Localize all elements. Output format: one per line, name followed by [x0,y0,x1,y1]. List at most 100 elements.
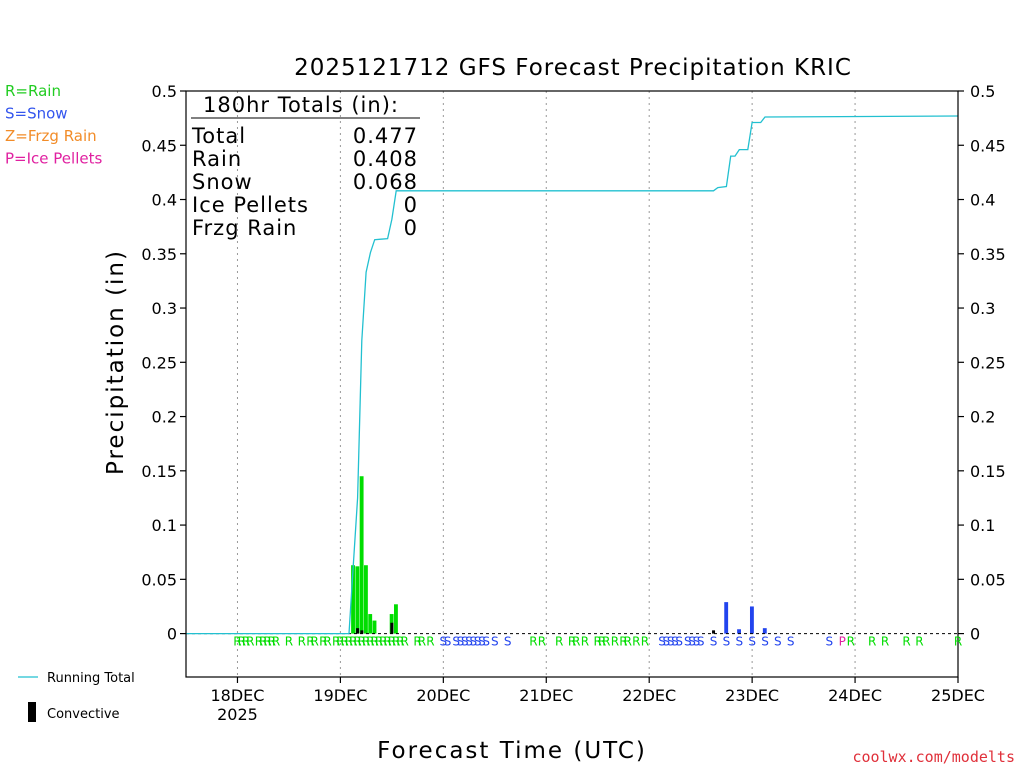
y-tick-label-right: 0.1 [970,516,995,535]
ptype-snow: S [787,635,795,649]
convective-legend-label: Convective [47,707,120,722]
ptype-snow: S [465,635,473,649]
y-tick-label: 0.3 [152,299,177,318]
ptype-rain: R [323,635,331,649]
ptype-rain: R [954,635,962,649]
rain-bar [359,476,364,634]
x-tick-label: 24DEC [828,686,882,705]
y-axis-right: 0.5 0.45 0.4 0.35 0.3 0.25 0.2 0.15 0.1 0.05 0 [958,82,1006,644]
ptype-rain: R [332,635,340,649]
convective-bar [360,630,364,634]
ptype-rain: R [362,635,370,649]
ptype-snow: S [452,635,460,649]
totals-box: 180hr Totals (in): Total 0.477 Rain 0.408 Sno… [191,93,420,240]
ptype-snow: S [457,635,465,649]
y-tick-label-right: 0.35 [970,245,1006,264]
ptype-rain: R [392,635,400,649]
totals-row-value: 0 [404,216,418,240]
y-tick-label: 0.45 [141,136,177,155]
ptype-snow: S [482,635,490,649]
rain-bar [351,565,355,634]
x-tick-label: 19DEC [313,686,367,705]
ptype-snow: S [478,635,486,649]
ptype-rain: R [246,635,254,649]
ptype-rain: R [358,635,366,649]
ptype-rain: R [538,635,546,649]
ptype-rain: R [336,635,344,649]
totals-row-value: 0.477 [353,124,418,148]
convective-bar [356,628,360,634]
ptype-rain: R [298,635,306,649]
ptype-rain: R [641,635,649,649]
y-tick-label-right: 0.25 [970,353,1006,372]
ptype-ice-pellets: P [839,635,846,649]
ptype-rain: R [319,635,327,649]
ptype-snow: S [748,635,756,649]
totals-header: 180hr Totals (in): [203,93,399,117]
ptype-snow: S [444,635,452,649]
y-tick-label: 0.5 [152,82,177,101]
series-legend: Running Total Convective [18,671,135,722]
ptype-snow: S [675,635,683,649]
ptype-rain: R [379,635,387,649]
ptype-rain: R [383,635,391,649]
x-tick-label: 20DEC [416,686,470,705]
y-tick-label-right: 0 [970,625,980,644]
rain-bar [394,604,398,634]
ptype-rain: R [413,635,421,649]
ptype-rain: R [581,635,589,649]
y-tick-label: 0.35 [141,245,177,264]
y-tick-label: 0 [167,625,177,644]
convective-bar [390,622,394,634]
y-tick-label: 0.05 [141,570,177,589]
ptype-snow: S [826,635,834,649]
ptype-rain: R [255,635,263,649]
ptype-rain: R [868,635,876,649]
y-tick-label-right: 0.2 [970,408,995,427]
snow-bar [762,628,767,634]
ptype-rain: R [353,635,361,649]
ptype-rain: R [847,635,855,649]
grid-lines [236,91,856,677]
convective-bar [712,630,716,634]
x-tick-label: 25DEC [931,686,985,705]
ptype-rain: R [555,635,563,649]
snow-bar [737,629,741,634]
ptype-rain: R [632,635,640,649]
convective-swatch [28,702,36,722]
ptype-rain: R [349,635,357,649]
ptype-rain: R [624,635,632,649]
y-tick-label: 0.1 [152,516,177,535]
x-tick-sublabel: 2025 [217,705,258,724]
rain-bar [372,620,377,634]
ptype-snow: S [735,635,743,649]
ptype-snow: S [697,635,705,649]
ptype-snow: S [470,635,478,649]
ptype-rain: R [401,635,409,649]
x-tick-label: 21DEC [519,686,573,705]
x-tick-label: 18DEC [210,686,264,705]
ptype-rain: R [619,635,627,649]
ptype-snow: S [491,635,499,649]
ptype-rain: R [242,635,250,649]
ptype-rain: R [568,635,576,649]
x-axis-label: Forecast Time (UTC) [377,738,647,764]
ptype-rain: R [341,635,349,649]
ptype-snow: S [688,635,696,649]
snow-bar [749,606,754,634]
ptype-legend-item: Z=Frzg Rain [5,127,97,145]
chart-title: 2025121712 GFS Forecast Precipitation KR… [294,55,852,81]
ptype-snow: S [658,635,666,649]
ptype-legend: R=Rain S=Snow Z=Frzg Rain P=Ice Pellets [5,82,102,168]
running-total-legend-label: Running Total [47,671,135,686]
ptype-rain: R [611,635,619,649]
y-axis-left: 0.5 0.45 0.4 0.35 0.3 0.25 0.2 0.15 0.1 0.05 0 [141,82,186,644]
ptype-rain: R [306,635,314,649]
ptype-rain: R [602,635,610,649]
x-tick-label: 23DEC [725,686,779,705]
ptype-rain: R [268,635,276,649]
totals-row-label: Rain [192,147,242,171]
y-tick-label-right: 0.3 [970,299,995,318]
rain-bar [363,565,368,634]
